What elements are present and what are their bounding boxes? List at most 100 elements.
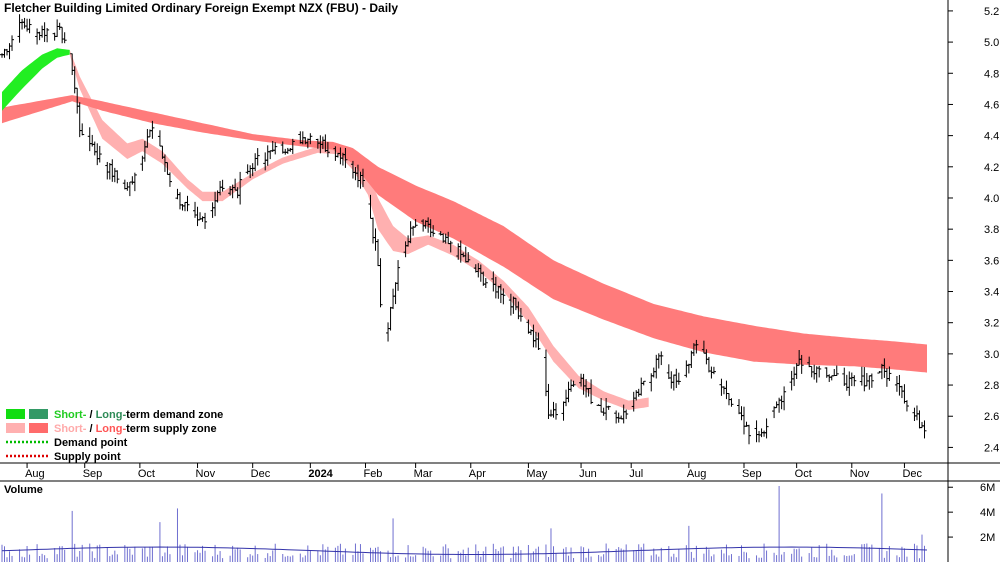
x-tick-label: Oct xyxy=(795,468,812,480)
x-tick-label: Feb xyxy=(363,468,382,480)
price-bar xyxy=(167,172,172,187)
price-bar xyxy=(536,332,541,350)
price-bar xyxy=(922,420,927,439)
legend-label-part: Long- xyxy=(96,423,127,435)
x-tick-label: Jul xyxy=(629,468,643,480)
x-tick-label: May xyxy=(526,468,547,480)
price-bar xyxy=(817,365,822,378)
price-tick-label: 4.6 xyxy=(984,99,999,111)
x-tick-label: Mar xyxy=(414,468,433,480)
price-tick-label: 3.2 xyxy=(984,318,999,330)
price-bar xyxy=(273,142,278,155)
price-bar xyxy=(553,403,558,420)
legend-label-part: Short- xyxy=(54,423,87,435)
price-bar xyxy=(729,398,734,407)
price-bar xyxy=(659,351,664,366)
x-tick-label: 2024 xyxy=(308,468,333,480)
legend-swatch xyxy=(29,409,48,419)
x-tick-label: Nov xyxy=(196,468,216,480)
price-bar xyxy=(694,339,699,354)
zone-1 xyxy=(2,95,927,373)
price-bar xyxy=(466,252,471,263)
price-bar xyxy=(887,366,892,382)
labels-layer: 5.2 5.0 4.8 4.6 4.4 4.2 4.0 3.8 3.6 3.4 3.2 3.0 2.8 2… xyxy=(25,6,999,544)
price-bar xyxy=(203,212,208,229)
price-bar xyxy=(799,354,804,374)
legend-label-part: / xyxy=(86,423,95,435)
legend-label: Demand point xyxy=(54,437,128,449)
price-bar xyxy=(904,400,909,412)
price-bar xyxy=(852,375,857,387)
x-tick-label: Dec xyxy=(251,468,271,480)
legend-label-part: Demand point xyxy=(54,437,128,449)
legend-item: Supply point xyxy=(6,451,121,463)
price-bar xyxy=(238,171,243,205)
zones-layer xyxy=(2,48,927,411)
chart-title: Fletcher Building Limited Ordinary Forei… xyxy=(4,1,398,15)
legend-swatch xyxy=(29,423,48,433)
volume-label: Volume xyxy=(4,484,43,496)
price-tick-label: 3.4 xyxy=(984,287,999,299)
price-bar xyxy=(606,405,611,410)
volume-average-line xyxy=(1,546,928,555)
price-bar xyxy=(343,147,348,168)
price-bar xyxy=(220,179,225,192)
price-bar xyxy=(711,366,716,375)
x-tick-label: Jun xyxy=(579,468,597,480)
price-bar xyxy=(45,28,50,43)
price-bar xyxy=(290,138,295,154)
legend-label: Short- / Long-term supply zone xyxy=(54,423,217,435)
x-tick-label: Aug xyxy=(687,468,707,480)
price-bar xyxy=(255,148,260,166)
price-tick-label: 3.0 xyxy=(984,349,999,361)
price-tick-label: 2.4 xyxy=(984,442,999,454)
volume-tick-label: 2M xyxy=(980,532,995,544)
price-tick-label: 4.4 xyxy=(984,131,999,143)
legend-item: Short- / Long-term supply zone xyxy=(6,423,217,435)
price-tick-label: 4.8 xyxy=(984,68,999,80)
legend-label-part: term supply zone xyxy=(126,423,216,435)
price-bar xyxy=(308,133,313,145)
price-bar xyxy=(27,18,32,34)
legend-item: Short- / Long-term demand zone xyxy=(6,409,223,421)
price-tick-label: 3.8 xyxy=(984,224,999,236)
price-bar xyxy=(132,172,137,192)
price-bar xyxy=(764,418,769,439)
price-tick-label: 4.0 xyxy=(984,193,999,205)
price-bar xyxy=(518,307,523,322)
price-bar xyxy=(80,123,85,136)
price-bar xyxy=(747,424,752,445)
price-bar xyxy=(782,386,787,411)
price-tick-label: 2.6 xyxy=(984,411,999,423)
price-bar xyxy=(360,168,365,188)
price-bar xyxy=(869,373,874,388)
volume-tick-label: 6M xyxy=(980,482,995,494)
legend-swatch xyxy=(6,409,25,419)
legend-label: Supply point xyxy=(54,451,121,463)
x-tick-label: Dec xyxy=(902,468,922,480)
price-tick-label: 3.6 xyxy=(984,255,999,267)
price-bar xyxy=(378,258,383,308)
price-bar xyxy=(676,372,681,385)
x-tick-label: Nov xyxy=(850,468,870,480)
price-bar xyxy=(431,225,436,237)
zone-2 xyxy=(2,48,70,111)
legend-label-part: Supply point xyxy=(54,451,121,463)
price-bar xyxy=(571,380,576,387)
price-bar xyxy=(62,32,67,44)
price-bar xyxy=(10,35,15,51)
legend-label-part: Short- xyxy=(54,409,87,421)
price-tick-label: 5.0 xyxy=(984,37,999,49)
price-bar xyxy=(185,195,190,212)
price-bar xyxy=(413,219,418,228)
price-tick-label: 4.2 xyxy=(984,162,999,174)
price-bar xyxy=(396,260,401,291)
price-bar xyxy=(448,240,453,253)
price-bar xyxy=(501,288,506,305)
legend-item: Demand point xyxy=(6,437,128,449)
volume-tick-label: 4M xyxy=(980,507,995,519)
price-bar xyxy=(483,277,488,288)
legend-label-part: term demand zone xyxy=(126,409,223,421)
